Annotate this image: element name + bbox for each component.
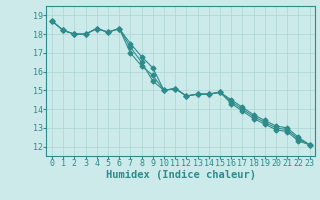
X-axis label: Humidex (Indice chaleur): Humidex (Indice chaleur) bbox=[106, 170, 256, 180]
